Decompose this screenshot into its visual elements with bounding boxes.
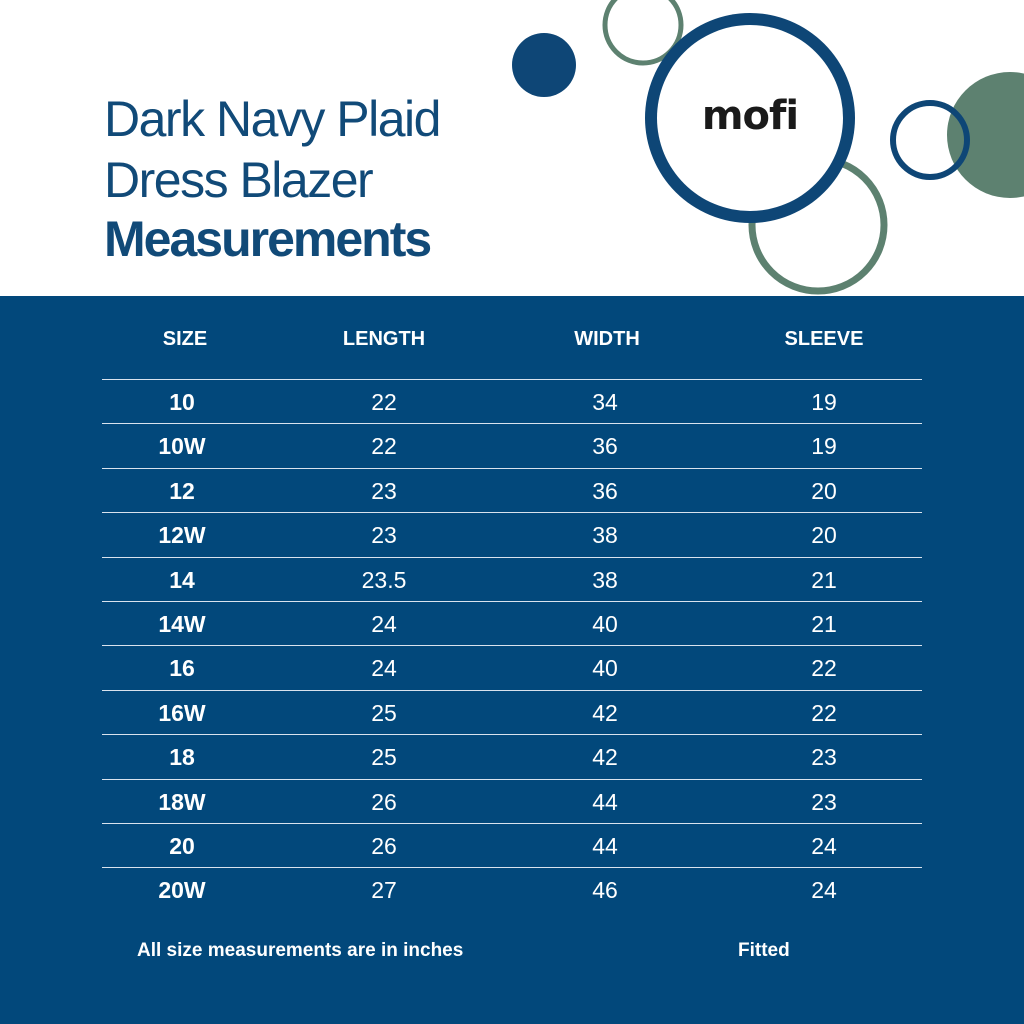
sleeve-cell: 21 [811,610,837,637]
blue-dot [512,33,576,97]
width-cell: 44 [592,788,618,815]
title-line-3: Measurements [104,211,432,267]
sleeve-cell: 21 [811,566,837,593]
size-cell: 18 [169,744,195,771]
width-cell: 40 [592,610,618,637]
sleeve-cell: 24 [811,877,837,904]
width-cell: 44 [592,832,618,859]
length-cell: 23.5 [361,566,407,593]
width-cell: 38 [592,522,618,549]
green-dot [947,72,1024,198]
size-cell: 20 [169,832,195,859]
length-cell: 26 [371,832,397,859]
sleeve-cell: 20 [811,477,837,504]
measurement-table: 10 22 34 19 10W 22 36 19 12 23 36 20 12W 23 38 20 14 23.5… [102,379,922,912]
column-header-width: WIDTH [574,328,640,350]
size-cell: 20W [158,877,206,904]
size-cell: 18W [158,788,206,815]
fit-note: Fitted [738,940,790,961]
length-cell: 26 [371,788,397,815]
width-cell: 42 [592,744,618,771]
header: Dark Navy Plaid Dress Blazer Measurement… [0,0,1024,296]
table-row: 16W 25 42 22 [102,689,922,734]
title-line-2: Dress Blazer [104,152,374,208]
sleeve-cell: 19 [811,389,837,415]
table-row: 18W 26 44 23 [102,778,922,823]
table-row: 10W 22 36 19 [102,423,922,467]
table-row: 14 23.5 38 21 [102,556,922,601]
table-row: 20W 27 46 24 [102,867,922,911]
units-note: All size measurements are in inches [137,940,464,961]
size-cell: 12 [169,477,195,504]
sleeve-cell: 23 [811,788,837,815]
size-cell: 14W [158,610,206,637]
blue-ring [890,100,970,180]
width-cell: 36 [592,477,618,504]
length-cell: 24 [371,655,397,682]
table-row: 14W 24 40 21 [102,600,922,645]
sleeve-cell: 22 [811,699,837,726]
title-line-1: Dark Navy Plaid [104,91,441,147]
width-cell: 42 [592,699,618,726]
sleeve-cell: 24 [811,832,837,859]
table-row: 12W 23 38 20 [102,512,922,556]
width-cell: 34 [592,389,618,415]
small-green-ring [602,0,684,66]
length-cell: 25 [371,744,397,771]
length-cell: 22 [371,389,397,415]
brand-logo: mofi [701,93,799,139]
length-cell: 22 [371,433,397,460]
column-header-size: SIZE [162,328,208,350]
column-header-length: LENGTH [342,328,426,350]
measurement-panel [0,296,1024,1024]
length-cell: 27 [371,877,397,904]
length-cell: 23 [371,477,397,504]
table-row: 12 23 36 20 [102,467,922,512]
size-cell: 16W [158,699,206,726]
sleeve-cell: 20 [811,522,837,549]
table-row: 20 26 44 24 [102,822,922,867]
size-cell: 10W [158,433,206,460]
width-cell: 36 [592,433,618,460]
size-cell: 10 [169,389,195,415]
length-cell: 24 [371,610,397,637]
length-cell: 25 [371,699,397,726]
size-cell: 16 [169,655,195,682]
sleeve-cell: 22 [811,655,837,682]
width-cell: 46 [592,877,618,904]
table-row: 10 22 34 19 [102,379,922,423]
size-cell: 12W [158,522,206,549]
table-row: 16 24 40 22 [102,645,922,689]
decorative-circles [512,0,1024,295]
length-cell: 23 [371,522,397,549]
column-header-sleeve: SLEEVE [784,328,864,350]
logo-disc [657,25,843,211]
table-row: 18 25 42 23 [102,734,922,778]
sleeve-cell: 23 [811,744,837,771]
width-cell: 38 [592,566,618,593]
size-cell: 14 [169,566,195,593]
sleeve-cell: 19 [811,433,837,460]
width-cell: 40 [592,655,618,682]
